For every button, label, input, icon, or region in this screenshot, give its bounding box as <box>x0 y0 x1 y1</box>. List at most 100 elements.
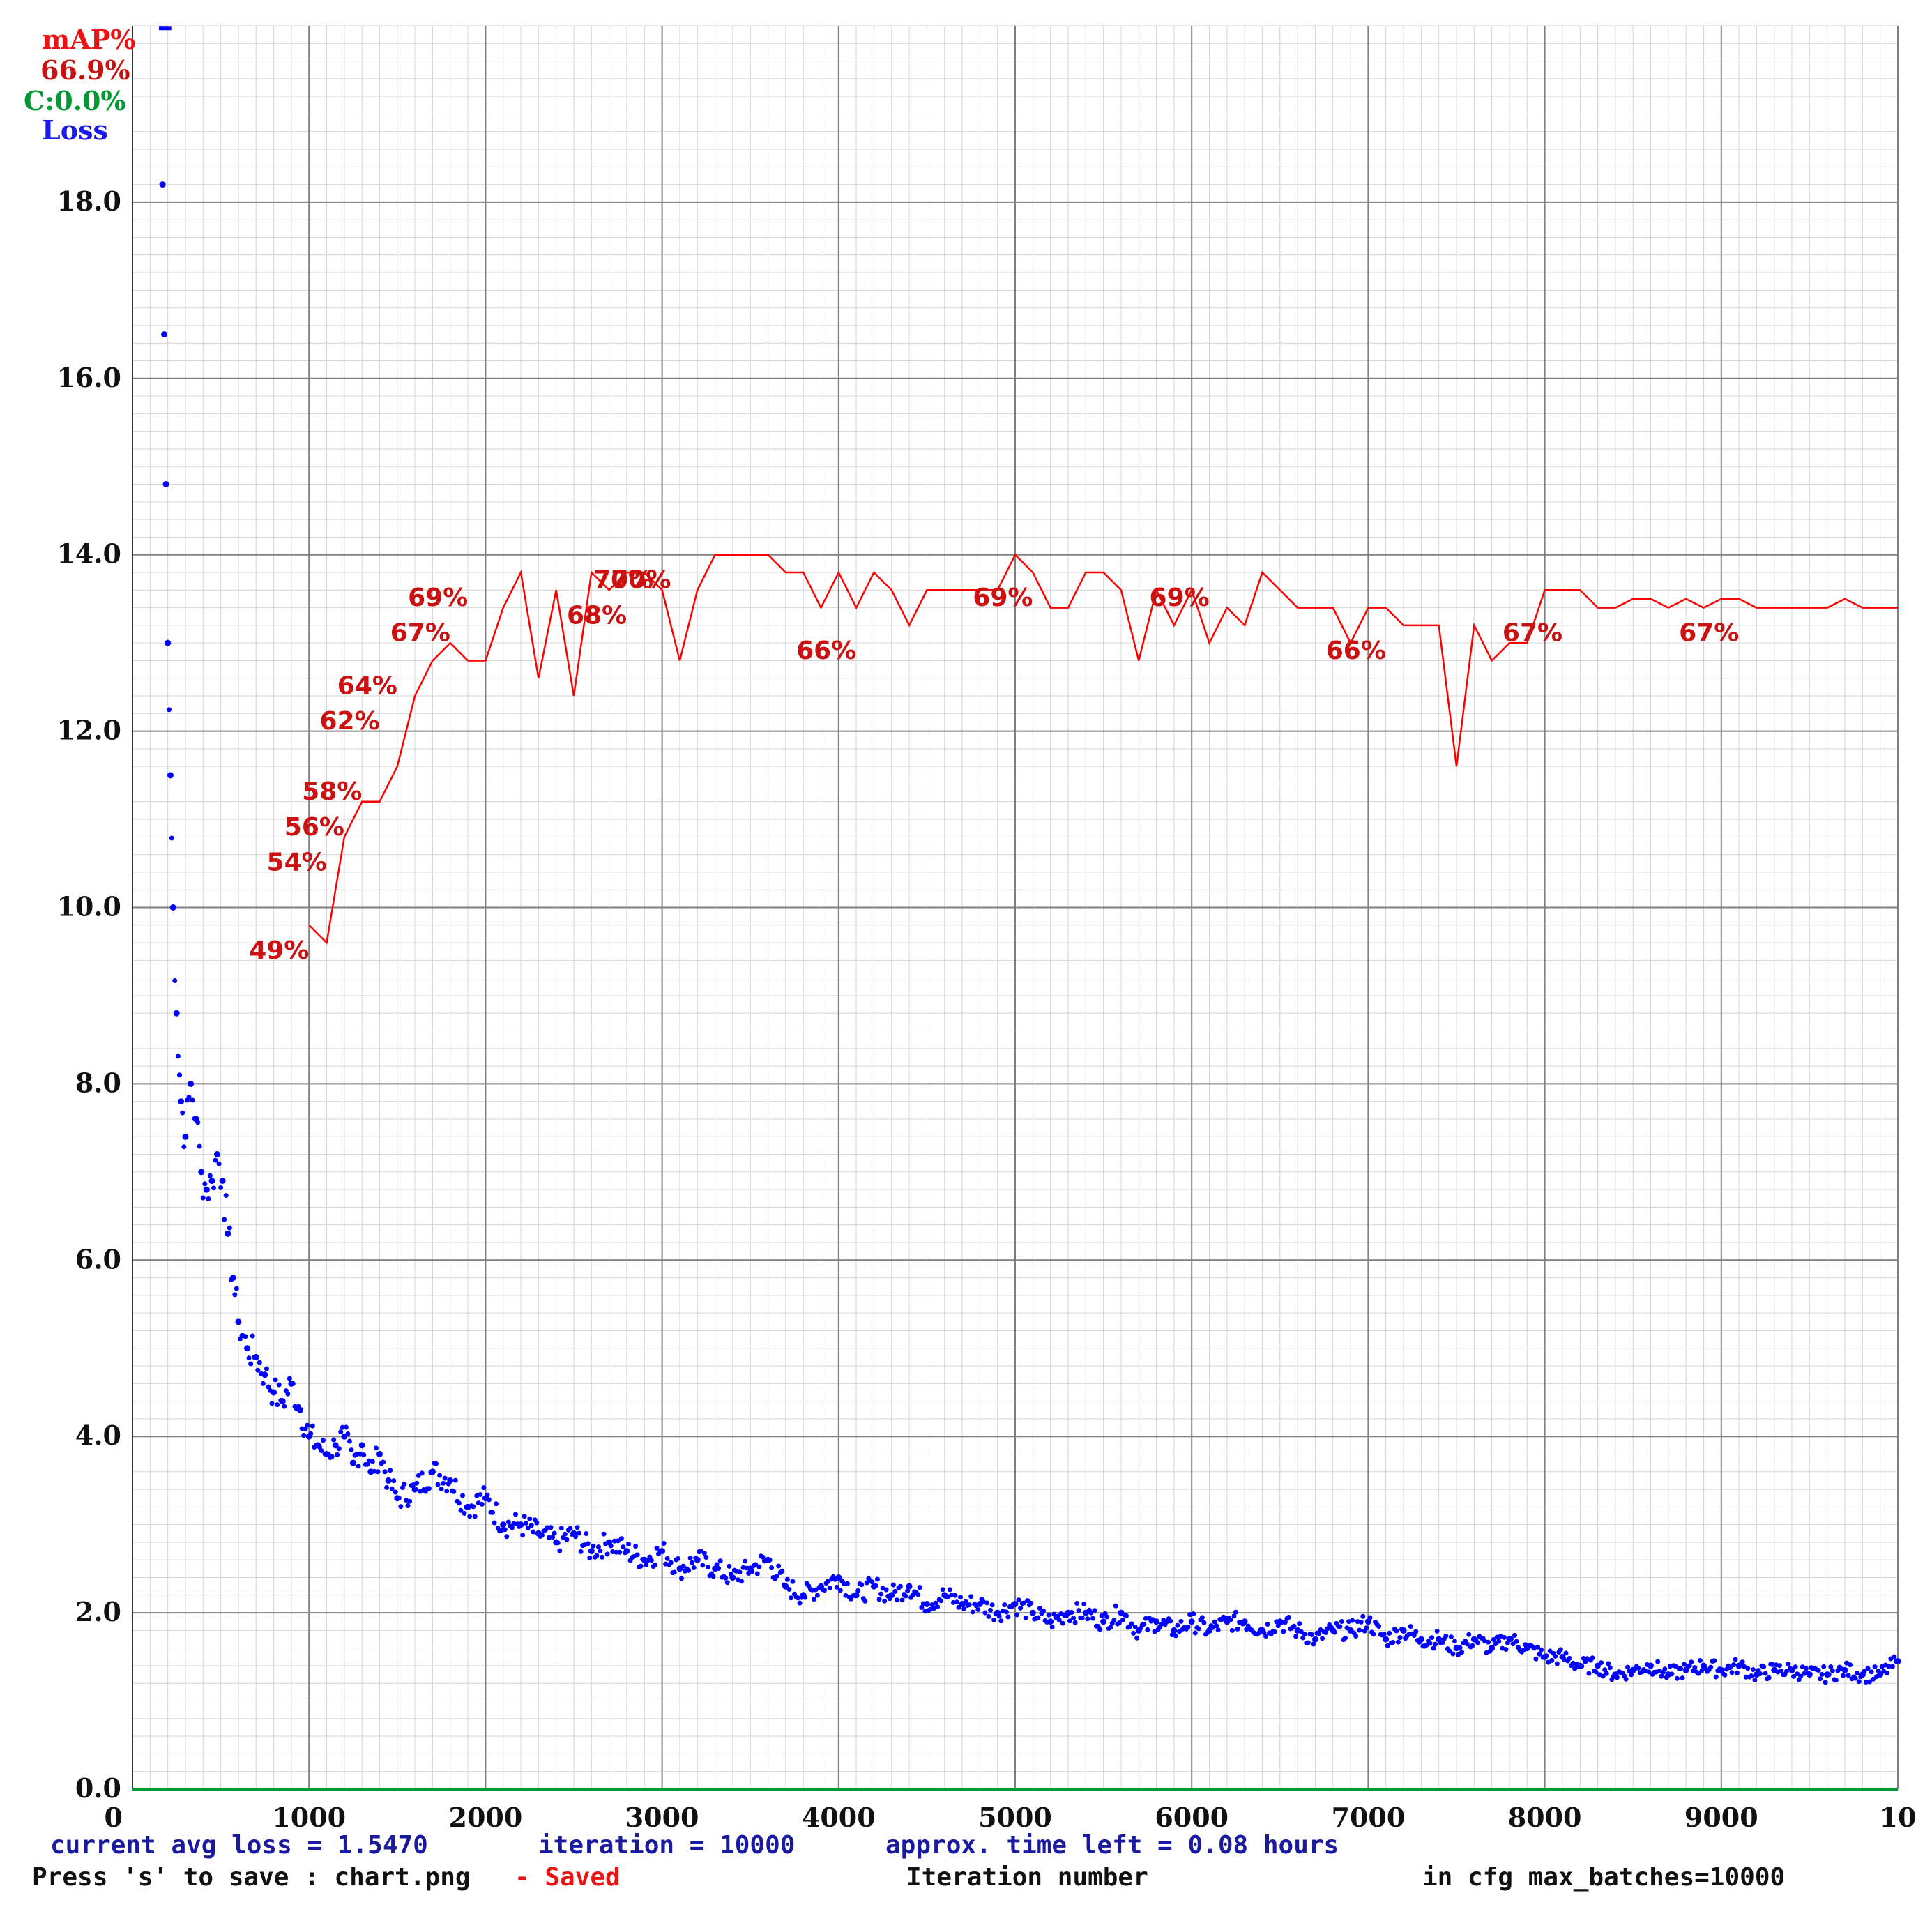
loss-point <box>1648 1662 1655 1669</box>
iteration-text: iteration = 10000 <box>538 1831 796 1860</box>
loss-point <box>223 1193 229 1199</box>
loss-point <box>1673 1664 1678 1669</box>
loss-point <box>234 1286 239 1291</box>
loss-point <box>623 1548 630 1555</box>
loss-point <box>1514 1639 1519 1644</box>
loss-point <box>426 1486 432 1491</box>
loss-point <box>919 1605 925 1611</box>
loss-point <box>947 1587 952 1593</box>
loss-point <box>1833 1678 1839 1683</box>
loss-point <box>219 1177 226 1184</box>
loss-point <box>557 1548 563 1553</box>
loss-point <box>1282 1620 1288 1625</box>
loss-point <box>439 1487 444 1492</box>
loss-point <box>558 1526 564 1531</box>
loss-point <box>1856 1679 1862 1685</box>
legend-c-value: C:0.0% <box>24 85 126 116</box>
loss-point <box>407 1498 413 1504</box>
loss-point <box>178 1098 185 1105</box>
loss-point <box>260 1381 266 1386</box>
loss-point <box>1360 1613 1366 1619</box>
map-line <box>308 553 1898 945</box>
loss-point <box>594 1553 600 1558</box>
loss-point <box>539 1533 545 1538</box>
loss-point <box>1434 1628 1440 1634</box>
loss-point <box>743 1558 748 1564</box>
loss-point <box>1176 1629 1182 1634</box>
loss-point <box>878 1591 884 1597</box>
loss-point <box>1297 1621 1302 1627</box>
loss-point <box>393 1489 398 1495</box>
time-left-text: approx. time left = 0.08 hours <box>885 1831 1339 1860</box>
loss-point <box>956 1604 961 1610</box>
y-tick-label: 16.0 <box>56 362 121 393</box>
loss-point <box>933 1600 938 1606</box>
loss-point <box>1865 1666 1871 1671</box>
loss-point <box>1233 1609 1238 1615</box>
loss-point <box>779 1568 785 1574</box>
loss-point <box>784 1576 790 1582</box>
loss-point <box>1456 1652 1461 1657</box>
loss-point <box>1558 1647 1563 1652</box>
loss-point <box>1400 1627 1407 1634</box>
loss-point <box>451 1489 457 1494</box>
loss-point <box>1028 1600 1034 1606</box>
loss-point <box>982 1610 988 1616</box>
loss-point <box>494 1501 499 1507</box>
loss-point <box>1298 1629 1304 1634</box>
loss-point <box>227 1225 232 1231</box>
map-annotation: 49% <box>249 936 309 965</box>
loss-point <box>705 1565 710 1570</box>
loss-point <box>716 1566 722 1572</box>
loss-point <box>750 1569 755 1574</box>
loss-point <box>614 1549 619 1555</box>
loss-point <box>434 1461 439 1466</box>
loss-point <box>169 835 174 841</box>
loss-point <box>1081 1601 1087 1606</box>
loss-point <box>1680 1675 1685 1681</box>
loss-point <box>923 1600 930 1607</box>
loss-point <box>1572 1666 1578 1671</box>
loss-point <box>844 1581 850 1586</box>
loss-point <box>1740 1659 1745 1665</box>
loss-point <box>358 1442 365 1449</box>
loss-point <box>803 1595 808 1600</box>
map-annotation: 70% <box>593 566 653 595</box>
loss-point <box>500 1521 507 1528</box>
loss-point <box>598 1549 603 1554</box>
loss-point <box>687 1556 693 1561</box>
loss-point <box>172 978 178 984</box>
loss-point <box>273 1377 278 1383</box>
loss-point <box>700 1563 706 1568</box>
loss-point <box>694 1556 701 1563</box>
loss-point <box>1729 1670 1735 1675</box>
loss-point <box>1733 1657 1738 1662</box>
loss-point <box>1636 1665 1641 1671</box>
legend-map-value: 66.9% <box>40 54 130 86</box>
loss-point <box>1758 1671 1763 1677</box>
loss-point <box>1788 1666 1795 1673</box>
loss-point <box>269 1401 275 1406</box>
loss-point <box>587 1555 593 1560</box>
loss-point <box>1124 1613 1129 1619</box>
loss-point <box>998 1618 1004 1624</box>
loss-point <box>447 1477 454 1484</box>
loss-point <box>250 1333 255 1339</box>
loss-point <box>652 1562 657 1567</box>
loss-point <box>1828 1664 1834 1670</box>
loss-point <box>1863 1680 1869 1685</box>
loss-point <box>180 1110 185 1116</box>
loss-point <box>1563 1650 1569 1656</box>
y-tick-label: 4.0 <box>75 1420 121 1451</box>
loss-point <box>232 1292 238 1298</box>
loss-point <box>400 1485 405 1491</box>
loss-point <box>1544 1653 1549 1659</box>
loss-point <box>207 1173 213 1178</box>
loss-point <box>214 1151 221 1158</box>
loss-point <box>814 1593 820 1598</box>
loss-point <box>310 1423 315 1429</box>
loss-point <box>509 1525 515 1530</box>
max-batches-text: in cfg max_batches=10000 <box>1422 1863 1786 1892</box>
loss-point <box>1431 1645 1436 1651</box>
loss-point <box>1777 1663 1782 1669</box>
